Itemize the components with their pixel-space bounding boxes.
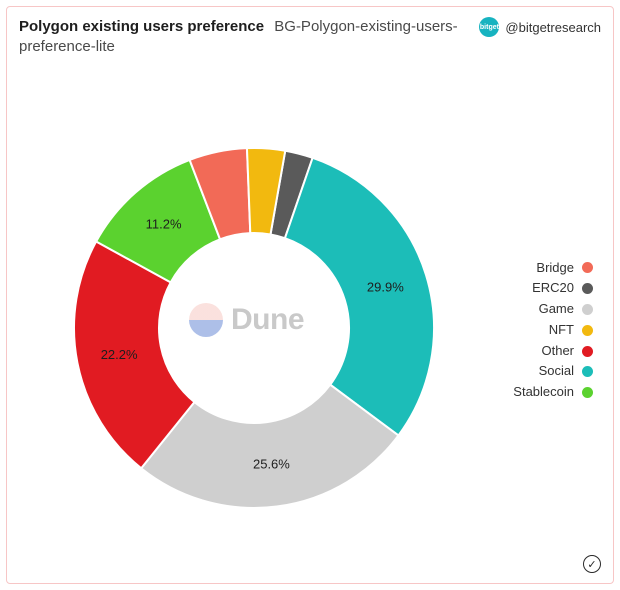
legend-label: Social [539,361,574,382]
slice-label-social: 29.9% [367,279,404,294]
avatar-icon: bitget [479,17,499,37]
author-handle: @bitgetresearch [505,20,601,35]
legend-item-erc20[interactable]: ERC20 [513,278,593,299]
legend-item-social[interactable]: Social [513,361,593,382]
chart-card: Polygon existing users preference BG-Pol… [6,6,614,584]
slice-label-stablecoin: 11.2% [146,216,182,231]
chart-area: 29.9%25.6%22.2%11.2% Dune BridgeERC20Gam… [19,58,601,548]
legend-swatch-icon [582,325,593,336]
legend-swatch-icon [582,346,593,357]
legend-label: Game [539,299,574,320]
legend-label: NFT [549,320,574,341]
donut-chart: 29.9% 25.6% 22.2% 11.2% [19,68,489,568]
legend-label: ERC20 [532,278,574,299]
slice-label-game: 25.6% [253,456,290,471]
card-header: Polygon existing users preference BG-Pol… [19,17,601,58]
legend-item-game[interactable]: Game [513,299,593,320]
legend-item-stablecoin[interactable]: Stablecoin [513,382,593,403]
donut-slice-social[interactable] [285,157,434,435]
slice-label-other: 22.2% [101,346,138,361]
verified-check-icon[interactable]: ✓ [583,555,601,573]
legend-item-other[interactable]: Other [513,341,593,362]
legend-label: Other [541,341,574,362]
legend-label: Bridge [536,258,574,279]
legend-item-nft[interactable]: NFT [513,320,593,341]
legend-swatch-icon [582,366,593,377]
title-bold: Polygon existing users preference [19,18,264,35]
legend: BridgeERC20GameNFTOtherSocialStablecoin [513,258,593,404]
author-block[interactable]: bitget @bitgetresearch [479,17,601,37]
legend-swatch-icon [582,283,593,294]
legend-item-bridge[interactable]: Bridge [513,258,593,279]
legend-swatch-icon [582,262,593,273]
legend-swatch-icon [582,387,593,398]
legend-label: Stablecoin [513,382,574,403]
legend-swatch-icon [582,304,593,315]
title-block: Polygon existing users preference BG-Pol… [19,17,471,58]
